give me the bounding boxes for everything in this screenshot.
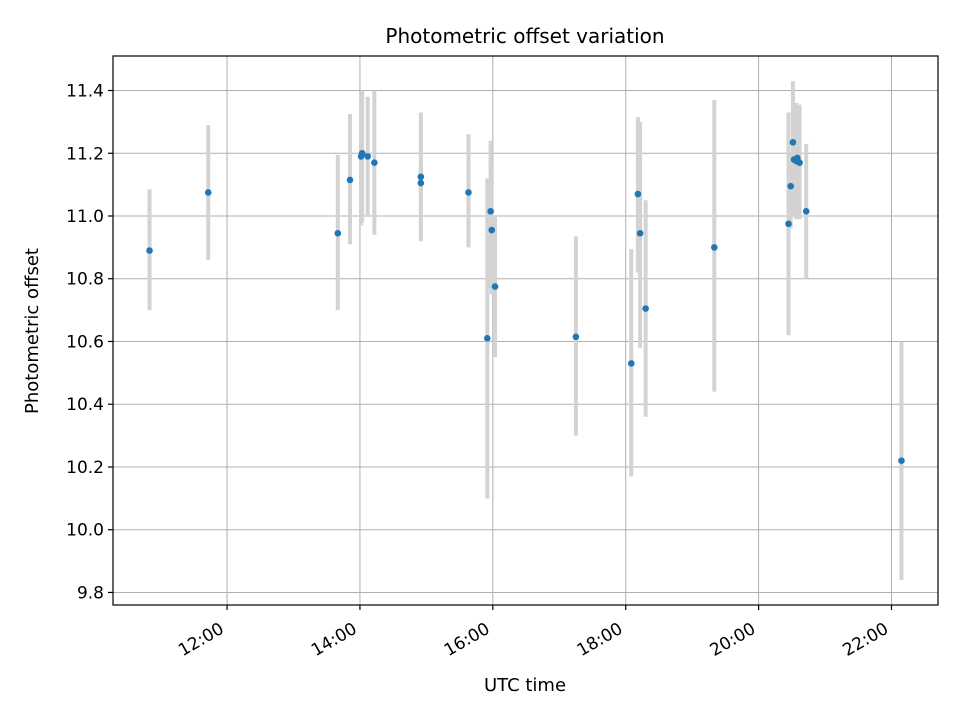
- data-point: [465, 189, 472, 196]
- data-point: [334, 229, 342, 237]
- data-point: [364, 153, 371, 160]
- data-point: [789, 138, 797, 146]
- y-tick-label: 11.4: [66, 82, 104, 102]
- y-tick-label: 10.4: [66, 395, 104, 415]
- data-point: [898, 457, 905, 464]
- data-point: [371, 159, 378, 166]
- data-point: [627, 360, 635, 367]
- y-tick-label: 10.8: [66, 270, 104, 290]
- y-tick-label: 10.2: [66, 458, 104, 478]
- chart-title: Photometric offset variation: [385, 24, 664, 48]
- data-point: [488, 226, 496, 234]
- data-point: [358, 149, 366, 157]
- y-tick-label: 9.8: [77, 583, 104, 603]
- data-point: [787, 182, 795, 190]
- data-point: [483, 335, 491, 342]
- data-point: [417, 173, 425, 181]
- data-point: [146, 247, 153, 254]
- plot-frame: [112, 55, 939, 606]
- data-point: [796, 159, 803, 166]
- data-point: [634, 190, 642, 198]
- data-point: [572, 333, 580, 341]
- y-tick-label: 10.0: [66, 521, 104, 541]
- y-axis: 9.8 10.0 10.2 10.4 10.6 10.8 11.0 11.2 11.4: [66, 82, 113, 603]
- data-point: [711, 244, 718, 251]
- data-point: [642, 305, 649, 312]
- data-point: [636, 229, 644, 237]
- y-tick-label: 11.2: [66, 144, 104, 164]
- x-axis-label: UTC time: [484, 675, 566, 696]
- y-tick-label: 10.6: [66, 332, 104, 352]
- y-axis-label: Photometric offset: [22, 248, 43, 414]
- data-points: [146, 138, 905, 464]
- y-tick-label: 11.0: [66, 207, 104, 227]
- data-point: [487, 207, 494, 215]
- data-point: [204, 189, 212, 196]
- data-point: [417, 179, 425, 187]
- data-point: [491, 283, 499, 290]
- data-point: [802, 207, 810, 215]
- data-point: [785, 220, 792, 228]
- data-point: [346, 176, 354, 184]
